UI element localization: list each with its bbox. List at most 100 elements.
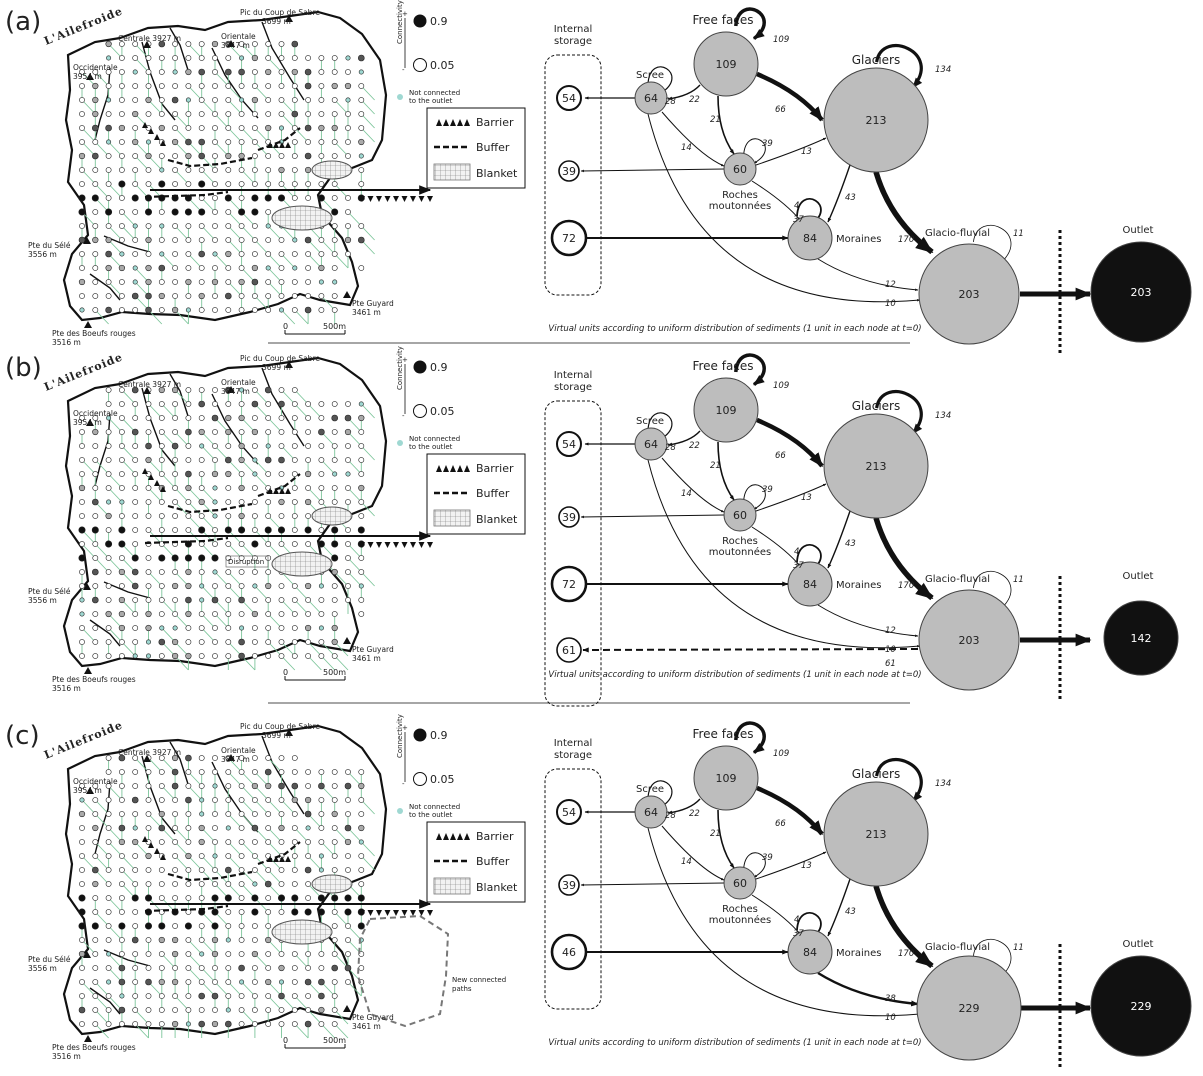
grid-node (171, 554, 179, 562)
grid-node (185, 278, 192, 286)
grid-node (331, 540, 339, 548)
storage-node (558, 874, 580, 896)
grid-node (251, 443, 258, 449)
grid-node (158, 180, 166, 188)
grid-node (225, 125, 232, 131)
grid-node (358, 457, 365, 463)
grid-node (92, 167, 99, 173)
grid-node (198, 1007, 205, 1013)
grid-node (251, 181, 258, 187)
grid-node (265, 513, 272, 519)
storage-value: 39 (562, 165, 576, 178)
grid-node (331, 810, 338, 818)
grid-node (238, 526, 246, 534)
grid-node (251, 96, 258, 104)
label-glacio-fluvial: Glacio-fluvial (925, 574, 990, 585)
ridge-line (169, 373, 189, 417)
grid-node (278, 513, 285, 519)
grid-node (291, 83, 298, 89)
label-scree: Scree (636, 784, 664, 795)
grid-node (225, 456, 232, 464)
grid-node (305, 485, 311, 491)
grid-node (291, 443, 298, 449)
grid-node (304, 68, 312, 76)
grid-node (278, 811, 285, 817)
grid-node (172, 181, 178, 187)
grid-node (158, 69, 165, 75)
grid-node (145, 456, 152, 464)
grid-node (225, 443, 232, 449)
edge-value-ff-loop: 109 (773, 749, 789, 759)
grid-node (251, 237, 258, 243)
storage-value: 72 (562, 578, 576, 591)
edge-value-gf-storage: 61 (885, 659, 896, 669)
low-connectivity-swatch (413, 58, 427, 72)
grid-node (185, 55, 192, 61)
storage-node (556, 637, 582, 663)
grid-node (92, 895, 99, 901)
grid-node (305, 139, 311, 145)
grid-node (185, 783, 192, 789)
grid-node (358, 597, 365, 603)
grid-node (184, 922, 192, 930)
grid-node (251, 965, 258, 971)
grid-node (92, 639, 99, 645)
internal-storage-label: Internal (554, 738, 593, 749)
grid-node (132, 513, 139, 519)
grid-node (224, 526, 232, 534)
grid-node (305, 825, 311, 831)
grid-node (106, 979, 112, 985)
grid-node (238, 839, 245, 845)
edge-value-scree-loop: 28 (665, 811, 676, 821)
edge-glaciers-gf (873, 517, 934, 601)
grid-node (265, 181, 272, 187)
node-outlet (1090, 955, 1192, 1057)
grid-node (198, 755, 205, 761)
grid-node (118, 964, 126, 972)
grid-node (198, 237, 205, 243)
grid-node (198, 97, 205, 103)
grid-node (119, 153, 125, 159)
not-connected-swatch (397, 440, 403, 446)
grid-node (158, 124, 165, 132)
grid-node (92, 909, 99, 915)
edge-value-roches-loop: 39 (762, 139, 773, 149)
grid-node (158, 895, 165, 901)
ridge-line (141, 387, 176, 467)
grid-node (305, 111, 311, 117)
grid-node (172, 582, 179, 590)
grid-node (119, 443, 125, 449)
internal-storage-label: storage (554, 382, 592, 393)
peak-boeufs-rouges-alt: 3516 m (52, 684, 81, 693)
grid-node (317, 194, 325, 202)
grid-node (119, 457, 125, 463)
storage-value: 39 (562, 879, 576, 892)
node-outlet (1090, 241, 1192, 343)
grid-node (225, 513, 232, 519)
grid-node (277, 194, 285, 202)
grid-node (132, 979, 139, 985)
grid-node (358, 881, 365, 887)
grid-node (105, 909, 112, 915)
connectivity-minus: - (402, 66, 405, 74)
grid-node (132, 110, 139, 118)
grid-node (225, 55, 232, 61)
grid-node (238, 964, 245, 972)
grid-node (119, 867, 125, 873)
grid-node (357, 894, 365, 902)
grid-node (305, 796, 312, 804)
grid-node (172, 895, 178, 901)
peak-occidentale-alt: 3954 m (73, 418, 102, 427)
loop-free-faces (734, 7, 766, 40)
low-connectivity-value: 0.05 (430, 773, 455, 786)
grid-node (185, 852, 192, 860)
grid-node (265, 167, 272, 173)
grid-node (185, 610, 192, 618)
grid-node (172, 386, 179, 394)
grid-node (212, 209, 218, 215)
node-value-free-faces: 109 (716, 58, 737, 71)
grid-node (291, 97, 298, 103)
grid-node (304, 810, 312, 818)
grid-node (172, 69, 178, 75)
node-roches (723, 152, 757, 186)
